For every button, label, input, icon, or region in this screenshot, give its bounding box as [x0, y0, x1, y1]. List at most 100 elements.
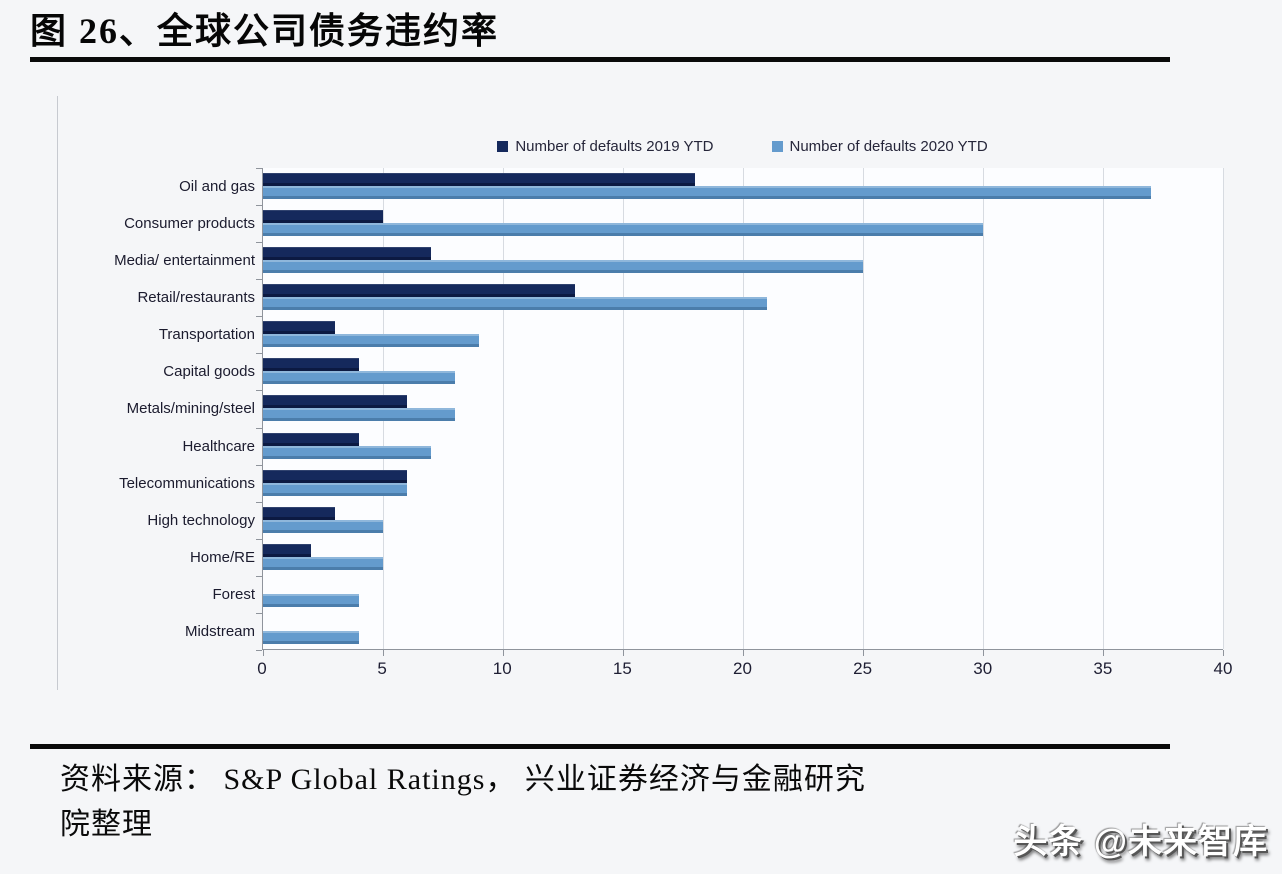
watermark: 头条 @未来智库 [1013, 823, 1268, 861]
bar [263, 408, 455, 422]
y-axis-tick-6 [256, 390, 262, 392]
category-label: High technology [147, 511, 255, 529]
y-axis-tick-9 [256, 501, 262, 503]
bar [263, 519, 383, 533]
bar-group [263, 205, 1223, 242]
x-tick-label-20: 20 [733, 659, 752, 678]
x-axis-labels: 0 5 10 15 20 25 30 35 40 [257, 659, 1232, 683]
bar [263, 482, 407, 496]
bar [263, 210, 383, 224]
bar [263, 556, 383, 570]
y-axis-tick-11 [256, 575, 262, 577]
bar [263, 506, 335, 520]
source-line-1: 资料来源： S&P Global Ratings， 兴业证券经济与金融研究 [60, 763, 866, 796]
bar [263, 395, 407, 409]
bar [263, 432, 359, 446]
bar [263, 371, 455, 385]
gridline-20 [743, 168, 744, 649]
x-axis-tick-15 [623, 650, 624, 656]
bar-group [263, 316, 1223, 353]
x-axis-tick-25 [863, 650, 864, 656]
category-label: Healthcare [182, 437, 255, 455]
plot-area [256, 168, 1224, 656]
category-label: Media/ entertainment [114, 252, 255, 270]
y-axis-tick-0 [256, 168, 262, 169]
gridline-40 [1223, 168, 1224, 649]
title-divider [30, 57, 1170, 62]
category-label: Forest [212, 585, 255, 603]
category-label: Retail/restaurants [137, 289, 255, 307]
category-label: Home/RE [189, 548, 255, 566]
category-label: Telecommunications [119, 474, 255, 492]
x-axis-tick-0 [263, 650, 264, 656]
x-axis-tick-35 [1103, 650, 1104, 656]
y-axis-tick-7 [256, 427, 262, 429]
y-axis-tick-2 [256, 242, 262, 244]
bar [263, 358, 359, 372]
category-label: Transportation [158, 326, 255, 344]
bar-group [263, 428, 1223, 465]
category-label: Capital goods [163, 363, 255, 381]
bar [263, 630, 359, 644]
x-tick-label-30: 30 [973, 659, 993, 678]
x-tick-label-5: 5 [377, 659, 387, 678]
gridline-25 [863, 168, 864, 649]
legend-label-2020: Number of defaults 2020 YTD [789, 137, 988, 155]
category-axis-labels: Oil and gas Consumer products Media/ enter… [0, 168, 255, 650]
y-axis-tick-5 [256, 353, 262, 355]
bar [263, 297, 767, 311]
x-tick-label-35: 35 [1093, 659, 1113, 678]
bar [263, 186, 1151, 199]
bar-group [263, 465, 1223, 502]
y-axis-tick-10 [256, 538, 262, 540]
category-label: Oil and gas [179, 178, 255, 195]
x-axis-tick-30 [983, 650, 984, 656]
category-label: Midstream [184, 622, 255, 640]
gridline-35 [1103, 168, 1104, 649]
y-axis-tick-1 [256, 205, 262, 207]
bar [263, 445, 431, 459]
category-label: Consumer products [124, 215, 255, 233]
x-axis-tick-10 [503, 650, 504, 656]
bar [263, 173, 695, 186]
bar [263, 260, 863, 274]
gridline-10 [503, 168, 504, 649]
y-axis-tick-3 [256, 279, 262, 281]
bar [263, 223, 983, 237]
y-axis-tick-12 [256, 612, 262, 614]
bar [263, 469, 407, 483]
bar-group [263, 613, 1223, 650]
source-note: 资料来源： S&P Global Ratings， 兴业证券经济与金融研究 院整… [60, 757, 1180, 847]
bar [263, 321, 335, 335]
gridline-30 [983, 168, 984, 649]
chart-left-edge-line [57, 96, 58, 690]
legend-item-2019: Number of defaults 2019 YTD [497, 137, 714, 155]
y-axis-tick-13 [256, 650, 262, 651]
source-divider [30, 744, 1170, 749]
bar [263, 284, 575, 298]
source-line-2: 院整理 [60, 808, 153, 841]
x-tick-label-25: 25 [853, 659, 873, 678]
x-tick-label-40: 40 [1213, 659, 1233, 678]
category-label: Metals/mining/steel [126, 400, 255, 418]
bar-group [263, 539, 1223, 576]
legend-swatch-2020 [771, 140, 783, 152]
bar [263, 543, 311, 557]
y-axis-tick-8 [256, 464, 262, 466]
bar-group [263, 353, 1223, 390]
bar-group [263, 576, 1223, 613]
x-axis-tick-5 [383, 650, 384, 656]
bar-group [263, 502, 1223, 539]
legend-label-2019: Number of defaults 2019 YTD [515, 137, 714, 155]
x-tick-label-10: 10 [492, 659, 512, 678]
y-axis-tick-4 [256, 316, 262, 318]
figure-title: 图 26、全球公司债务违约率 [30, 11, 500, 51]
gridline-15 [623, 168, 624, 649]
bar [263, 247, 431, 261]
x-tick-label-15: 15 [612, 659, 632, 678]
x-axis-tick-40 [1223, 650, 1224, 656]
chart-legend: Number of defaults 2019 YTD Number of de… [262, 134, 1223, 158]
bar [263, 334, 479, 348]
bar-group [263, 168, 1223, 205]
